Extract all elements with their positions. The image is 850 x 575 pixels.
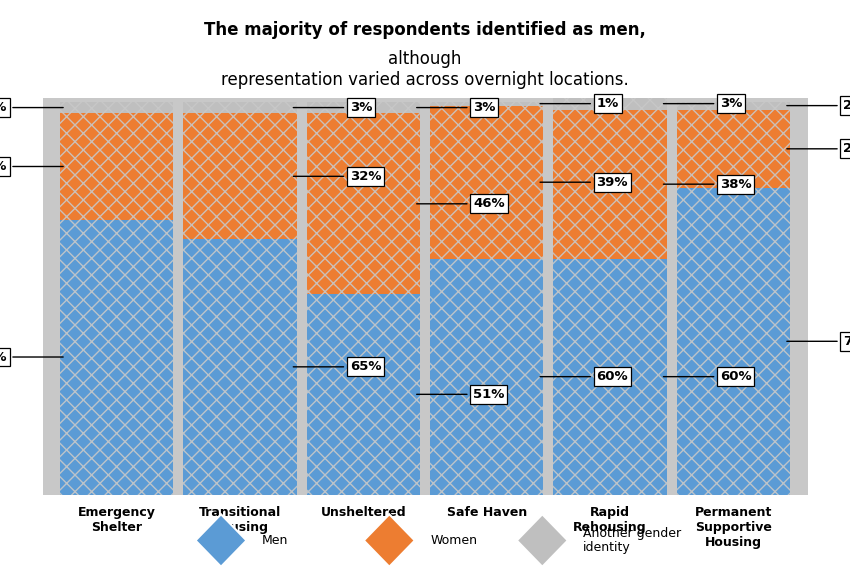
Text: 70%: 70% [0,351,63,363]
Text: although
representation varied across overnight locations.: although representation varied across ov… [221,51,629,89]
Bar [677,188,790,494]
Bar [553,109,667,259]
Bar [60,113,173,220]
Bar [60,220,173,494]
Bar [183,113,297,239]
Polygon shape [517,514,568,567]
Bar [553,109,667,259]
Text: 60%: 60% [540,370,628,383]
Bar [677,109,790,188]
Text: 51%: 51% [416,388,505,401]
Bar [183,102,297,113]
Bar [307,294,420,494]
Bar [677,102,790,109]
Bar [307,113,420,294]
Bar [307,102,420,113]
Bar [60,102,173,113]
Bar [60,102,173,113]
Text: 39%: 39% [540,176,628,189]
Text: 1%: 1% [540,97,619,110]
Text: 3%: 3% [664,97,742,110]
Bar [553,259,667,494]
Text: 60%: 60% [664,370,751,383]
Polygon shape [364,514,415,567]
Bar [553,98,667,109]
Bar [430,106,543,259]
Text: 78%: 78% [787,335,850,348]
Bar [60,220,173,494]
Bar [183,113,297,239]
Text: Women: Women [430,534,477,547]
Bar [430,102,543,106]
Bar [677,102,790,109]
Text: 46%: 46% [416,197,505,210]
Bar [430,259,543,494]
Bar [183,239,297,494]
Text: 27%: 27% [0,160,63,173]
Bar [430,259,543,494]
Bar [677,188,790,494]
Bar [307,294,420,494]
Bar [307,113,420,294]
Bar [430,106,543,259]
Bar [307,102,420,113]
Bar [183,239,297,494]
Bar [553,259,667,494]
Text: The majority of respondents identified as men,: The majority of respondents identified a… [204,21,646,39]
Polygon shape [196,514,246,567]
Bar [430,102,543,106]
Text: Another gender
identity: Another gender identity [583,527,681,554]
Text: 38%: 38% [664,178,751,191]
Text: 32%: 32% [293,170,382,183]
Text: 20%: 20% [787,143,850,155]
Bar [553,98,667,109]
Bar [60,113,173,220]
Text: 3%: 3% [416,101,496,114]
Text: 2%: 2% [787,99,850,112]
Bar [677,109,790,188]
Text: 65%: 65% [293,361,382,373]
Text: 3%: 3% [293,101,372,114]
Text: Men: Men [262,534,288,547]
Bar [183,102,297,113]
Text: 3%: 3% [0,101,63,114]
